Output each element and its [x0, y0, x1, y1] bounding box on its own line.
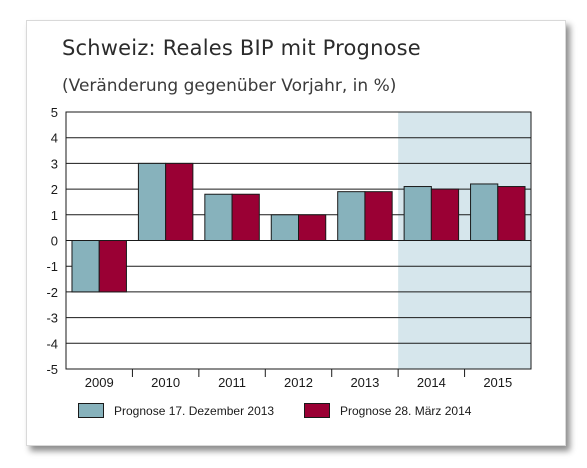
bar-series1-2012: [270, 214, 299, 242]
legend-item-series2: Prognose 28. März 2014: [304, 403, 471, 418]
y-tick-label: -5: [46, 362, 58, 377]
chart-title: Schweiz: Reales BIP mit Prognose: [62, 36, 421, 60]
bar-series1-2013: [337, 191, 366, 241]
bar-series2-2013: [364, 191, 393, 241]
bar-series1-2010: [137, 162, 167, 241]
legend-item-series1: Prognose 17. Dezember 2013: [78, 403, 274, 418]
y-tick-label: -2: [46, 285, 58, 300]
bar-series1-2011: [204, 193, 233, 242]
x-tick-label: 2014: [417, 375, 446, 390]
bar-series2-2012: [298, 214, 327, 242]
x-tick-label: 2015: [483, 375, 512, 390]
bar-series2-2010: [165, 162, 194, 241]
legend-label-series1: Prognose 17. Dezember 2013: [114, 403, 275, 418]
y-tick-label: 1: [51, 208, 58, 223]
bar-series1-2014: [403, 186, 432, 241]
x-tick-label: 2011: [218, 375, 246, 390]
y-tick-label: -1: [46, 259, 58, 274]
y-tick-label: -4: [46, 336, 58, 351]
x-tick-label: 2012: [284, 375, 313, 390]
y-tick-label: -3: [46, 311, 58, 326]
legend-label-series2: Prognose 28. März 2014: [340, 403, 472, 418]
x-tick-label: 2009: [85, 375, 114, 390]
bar-series2-2009: [98, 240, 127, 293]
y-tick-label: 2: [51, 182, 58, 197]
bar-series2-2015: [497, 186, 526, 241]
bar-series1-2009: [71, 240, 100, 293]
y-tick-label: 3: [51, 156, 58, 171]
bar-series1-2015: [470, 183, 499, 242]
bar-series2-2014: [430, 188, 460, 242]
bar-series2-2011: [231, 193, 260, 242]
y-tick-label: 0: [51, 234, 58, 249]
legend-swatch-series1: [78, 403, 104, 418]
x-tick-label: 2010: [151, 375, 180, 390]
chart-subtitle: (Veränderung gegenüber Vorjahr, in %): [62, 76, 397, 96]
y-tick-label: 5: [51, 105, 58, 120]
plot-frame: [65, 111, 532, 370]
legend-swatch-series2: [304, 403, 330, 418]
x-tick-label: 2013: [350, 375, 379, 390]
y-tick-label: 4: [51, 131, 58, 146]
